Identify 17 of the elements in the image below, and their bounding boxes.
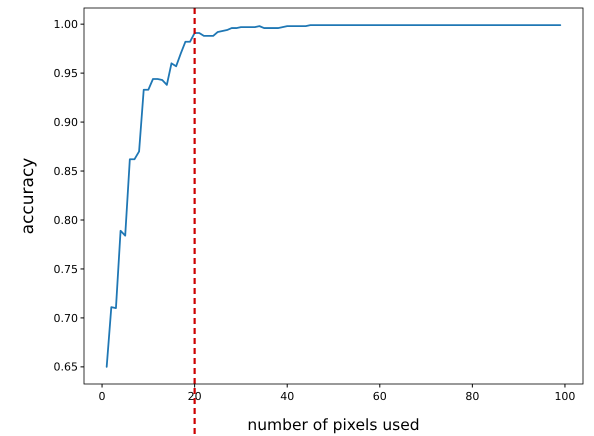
x-tick-label: 100 — [554, 390, 576, 403]
x-tick-label: 0 — [98, 390, 106, 403]
y-axis-title: accuracy — [18, 158, 38, 234]
x-tick-label: 80 — [465, 390, 480, 403]
y-tick-label: 0.80 — [54, 214, 78, 227]
y-tick-label: 0.85 — [54, 164, 78, 178]
x-axis-title: number of pixels used — [247, 416, 420, 434]
x-tick-label: 20 — [188, 390, 202, 403]
y-tick-label: 0.90 — [54, 116, 78, 129]
x-tick-label: 40 — [280, 390, 294, 403]
y-tick-label: 0.95 — [54, 66, 78, 80]
y-tick-label: 0.65 — [54, 360, 78, 374]
y-tick-label: 0.75 — [54, 262, 78, 276]
x-tick-label: 60 — [372, 390, 387, 403]
y-tick-label: 1.00 — [54, 18, 78, 32]
y-tick-label: 0.70 — [54, 312, 78, 325]
line-series — [106, 24, 562, 368]
